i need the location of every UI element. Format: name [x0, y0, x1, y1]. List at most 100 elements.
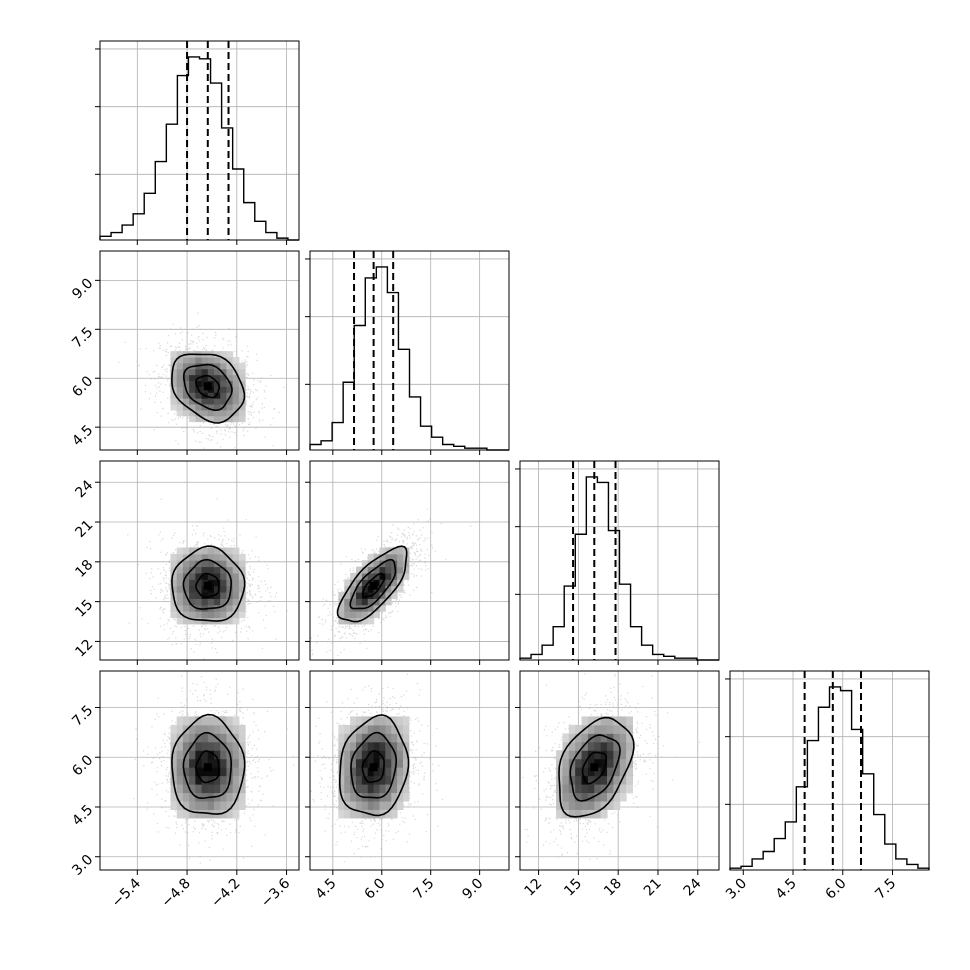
density-cell: [568, 724, 576, 734]
density-cell: [402, 566, 410, 574]
density-cell: [207, 598, 215, 606]
density-cell: [201, 767, 209, 777]
density-cell: [402, 767, 410, 777]
density-cell: [379, 572, 386, 580]
density-cell: [182, 733, 190, 743]
density-peak: [203, 581, 212, 590]
density-cell: [220, 566, 227, 574]
density-cell: [226, 560, 234, 568]
density-cell: [182, 398, 190, 405]
density-cell: [195, 579, 203, 587]
density-cell: [344, 775, 351, 785]
density-cell: [575, 792, 583, 802]
density-cell: [176, 392, 184, 399]
density-cell: [195, 733, 203, 743]
density-cell: [607, 750, 614, 760]
histogram-step: [309, 266, 509, 451]
density-cell: [182, 792, 190, 802]
density-cell: [575, 809, 583, 819]
density-cell: [607, 792, 614, 802]
density-cell: [350, 716, 357, 726]
density-cell: [385, 767, 392, 777]
density-cell: [189, 415, 196, 423]
density-cell: [214, 566, 221, 574]
density-cell: [385, 792, 392, 802]
x-tick-label: 4.5: [313, 876, 340, 903]
density-cell: [189, 809, 196, 819]
density-cell: [402, 724, 410, 734]
density-cell: [207, 724, 215, 734]
density-cell: [391, 775, 398, 785]
density-cell: [182, 560, 190, 568]
density-cell: [581, 741, 589, 751]
density-cell: [170, 585, 178, 593]
density-cell: [367, 560, 375, 568]
density-cell: [189, 741, 196, 751]
density-cell: [385, 724, 392, 734]
density-cell: [575, 750, 583, 760]
density-cell: [232, 560, 240, 568]
density-cell: [344, 617, 351, 625]
density-cell: [619, 750, 627, 760]
panel-frame: [99, 460, 300, 661]
density-cell: [201, 724, 209, 734]
density-cell: [397, 767, 404, 777]
density-cell: [189, 392, 196, 399]
density-cell: [350, 611, 357, 619]
density-cell: [195, 404, 203, 411]
density-cell: [568, 767, 576, 777]
density-cell: [379, 775, 386, 785]
density-cell: [355, 716, 363, 726]
density-cell: [367, 724, 375, 734]
density-cell: [214, 585, 221, 593]
density-cell: [182, 598, 190, 606]
x-tick-label: 6.0: [362, 876, 389, 903]
density-cell: [568, 741, 576, 751]
density-cell: [385, 566, 392, 574]
density-cell: [344, 750, 351, 760]
density-cell: [238, 784, 246, 794]
y-tick-label: 6.0: [69, 373, 96, 400]
x-tick-label: 7.5: [410, 876, 437, 903]
contour-line: [171, 353, 246, 424]
density-cell: [355, 724, 363, 734]
density-cell: [176, 566, 184, 574]
density-cell: [361, 801, 369, 810]
density-cell: [391, 579, 398, 587]
density-cell: [355, 784, 363, 794]
density-cell: [361, 809, 369, 819]
density-cell: [189, 592, 196, 599]
density-cell: [619, 724, 627, 734]
density-cell: [232, 579, 240, 587]
density-cell: [373, 592, 380, 599]
density-cell: [385, 598, 392, 606]
density-cell: [344, 598, 351, 606]
density-cell: [189, 409, 196, 417]
density-cell: [220, 585, 227, 593]
density-cell: [607, 758, 614, 768]
density-cell: [226, 553, 234, 561]
density-cell: [338, 775, 345, 785]
density-cell: [232, 801, 240, 810]
density-cell: [220, 767, 227, 777]
density-cell: [587, 784, 595, 794]
density-cell: [201, 792, 209, 802]
density-cell: [189, 801, 196, 810]
density-cell: [176, 579, 184, 587]
density-cell: [626, 767, 634, 777]
density-cell: [581, 792, 589, 802]
density-cell: [214, 398, 221, 405]
density-cell: [391, 716, 398, 726]
density-cell: [207, 572, 215, 580]
density-cell: [367, 572, 375, 580]
density-cell: [338, 617, 345, 625]
density-cell: [220, 617, 227, 625]
density-cell: [238, 415, 246, 423]
density-cell: [367, 716, 375, 726]
density-cell: [220, 553, 227, 561]
density-cell: [338, 767, 345, 777]
density-cell: [207, 398, 215, 405]
density-cell: [232, 572, 240, 580]
density-cell: [600, 792, 608, 802]
density-cell: [385, 741, 392, 751]
